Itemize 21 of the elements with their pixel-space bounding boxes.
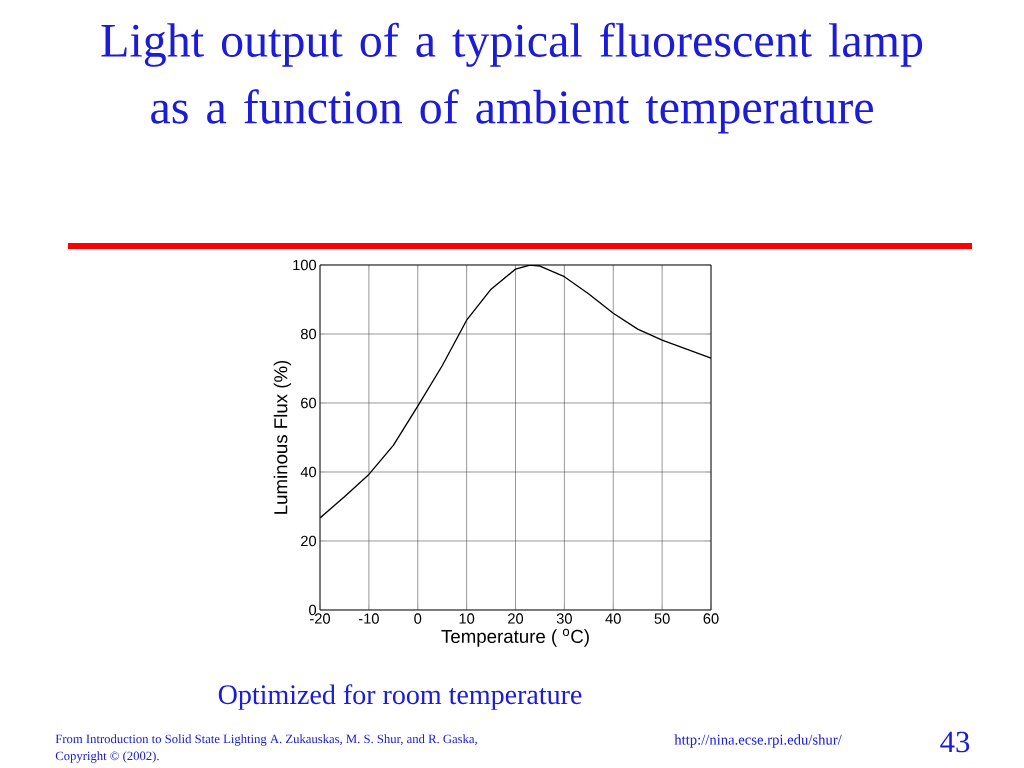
text: Optimized for room temperature	[218, 684, 582, 710]
y-tick-label: 60	[301, 397, 317, 409]
text: http://nina.ecse.rpi.edu/shur/	[674, 734, 842, 748]
x-tick-label: 60	[703, 613, 719, 624]
y-axis-title: Luminous Flux (%)	[273, 360, 292, 514]
y-tick-label: 20	[301, 535, 317, 547]
x-tick-label: 20	[508, 613, 524, 624]
x-tick-label: 10	[459, 613, 475, 624]
x-tick-label: 0	[414, 613, 422, 624]
y-tick-label: 40	[300, 466, 317, 478]
x-tick-label: 40	[605, 613, 621, 624]
x-tick-label: 30	[556, 613, 572, 624]
text: Copyright © (2002).	[55, 751, 159, 763]
text: From Introduction to Solid State Lighting A. Zukauskas, M. S. Shur, and R. Gaska,	[55, 734, 477, 746]
y-tick-label: 100	[293, 259, 317, 271]
chart-title: Light output of a typical fluorescent lamp as a function of ambient temperature	[101, 22, 923, 134]
x-axis-title: Temperature ( $^{o}$C)	[441, 628, 589, 647]
x-tick-label: -10	[358, 613, 379, 624]
x-tick-label: 50	[654, 613, 670, 624]
text: 43	[940, 731, 970, 753]
y-tick-label: 80	[300, 328, 317, 340]
